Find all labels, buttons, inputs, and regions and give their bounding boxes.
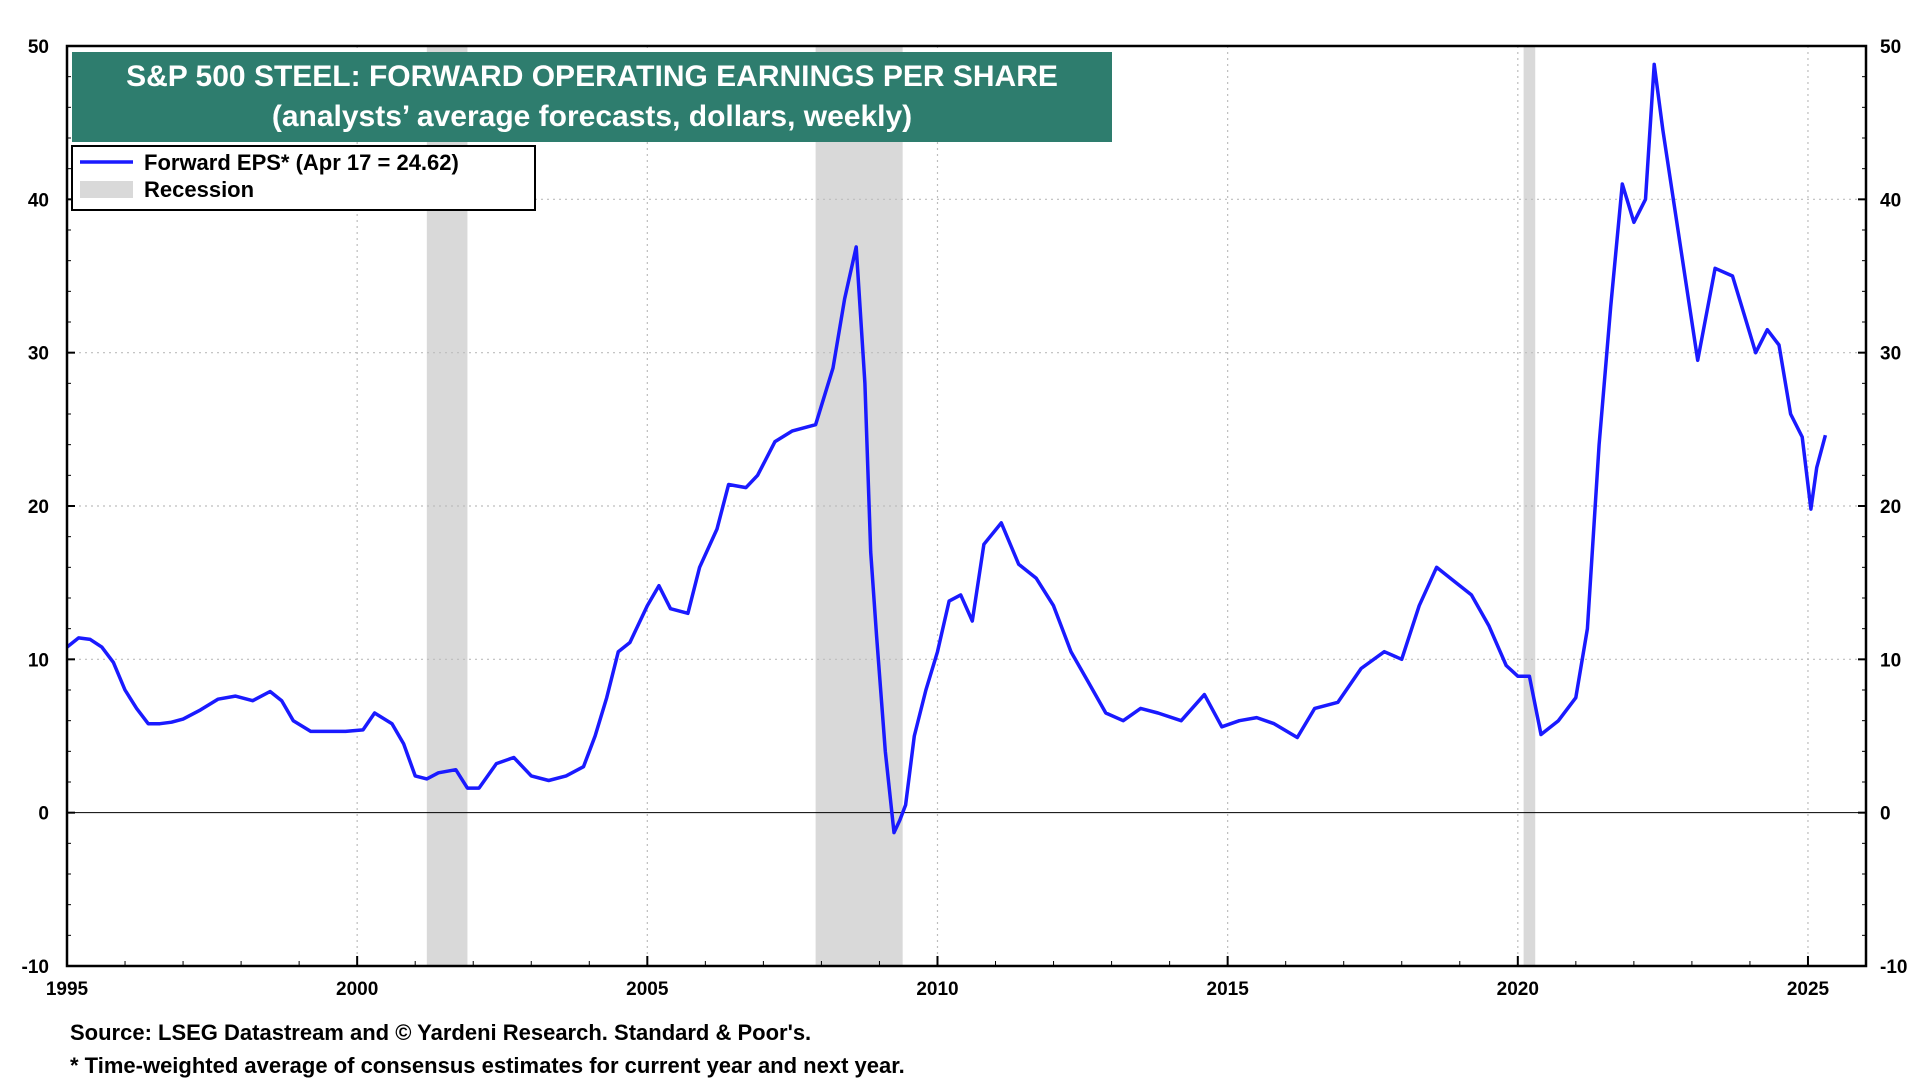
- y-tick-label-right: 50: [1880, 37, 1901, 58]
- x-tick-label: 1995: [46, 979, 89, 1000]
- legend-recession-label: Recession: [144, 177, 254, 202]
- legend: Forward EPS* (Apr 17 = 24.62) Recession: [71, 145, 536, 211]
- x-tick-label: 2020: [1497, 979, 1539, 1000]
- source-note: Source: LSEG Datastream and © Yardeni Re…: [70, 1020, 811, 1045]
- y-tick-label-right: 0: [1880, 804, 1891, 825]
- x-tick-label: 2005: [626, 979, 669, 1000]
- chart-title: S&P 500 STEEL: FORWARD OPERATING EARNING…: [126, 60, 1058, 93]
- legend-series-label: Forward EPS* (Apr 17 = 24.62): [144, 150, 459, 175]
- y-axis-left: -10 0 10 20 30 40 50: [22, 37, 75, 978]
- legend-recession-swatch: [80, 181, 133, 198]
- y-tick-label-left: 40: [28, 190, 49, 211]
- y-axis-right: -10 0 10 20 30 40 50: [1858, 37, 1907, 978]
- y-tick-label-left: -10: [22, 957, 49, 978]
- y-tick-label-right: 10: [1880, 650, 1901, 671]
- y-tick-label-left: 0: [38, 804, 49, 825]
- y-tick-label-right: 20: [1880, 497, 1901, 518]
- y-tick-label-left: 20: [28, 497, 49, 518]
- y-tick-label-right: 40: [1880, 190, 1901, 211]
- x-tick-label: 2025: [1787, 979, 1830, 1000]
- y-tick-label-left: 10: [28, 650, 49, 671]
- chart-subtitle: (analysts’ average forecasts, dollars, w…: [272, 100, 912, 133]
- recession-band: [1523, 46, 1536, 966]
- y-tick-label-left: 30: [28, 344, 49, 365]
- x-tick-label: 2010: [916, 979, 958, 1000]
- x-tick-label: 2015: [1207, 979, 1250, 1000]
- x-tick-label: 2000: [336, 979, 378, 1000]
- y-tick-label-right: 30: [1880, 344, 1901, 365]
- footnote: * Time-weighted average of consensus est…: [70, 1053, 905, 1078]
- y-tick-label-right: -10: [1880, 957, 1907, 978]
- y-tick-label-left: 50: [28, 37, 49, 58]
- x-axis: 1995 2000 2005 2010 2015 2020 2025: [46, 956, 1867, 1000]
- forward-eps-line: [65, 62, 1828, 835]
- title-box: S&P 500 STEEL: FORWARD OPERATING EARNING…: [72, 52, 1112, 142]
